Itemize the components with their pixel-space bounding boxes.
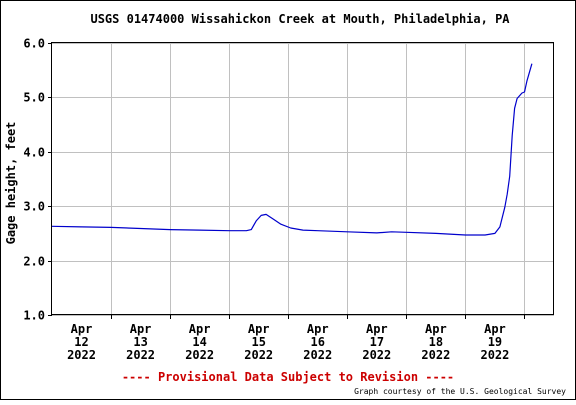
x-tick-label-line1: Apr [189, 322, 211, 336]
x-tick-label-line3: 2022 [185, 348, 214, 362]
chart-title: USGS 01474000 Wissahickon Creek at Mouth… [90, 12, 510, 26]
plot-area-border [51, 42, 554, 315]
y-tick-label: 1.0 [23, 309, 45, 323]
courtesy-credit: Graph courtesy of the U.S. Geological Su… [354, 387, 566, 396]
provisional-notice: ---- Provisional Data Subject to Revisio… [122, 370, 454, 384]
y-tick-label: 2.0 [23, 255, 45, 269]
x-tick-label-line2: 13 [133, 335, 147, 349]
x-tick-label-line2: 16 [311, 335, 325, 349]
y-tick-label: 3.0 [23, 200, 45, 214]
x-tick-label-line3: 2022 [126, 348, 155, 362]
x-tick-label-line3: 2022 [362, 348, 391, 362]
x-tick-label-line1: Apr [307, 322, 329, 336]
x-tick-label-line1: Apr [130, 322, 152, 336]
x-tick-label-line3: 2022 [421, 348, 450, 362]
x-tick-label-line2: 14 [192, 335, 206, 349]
x-tick-label-line1: Apr [248, 322, 270, 336]
x-tick-label-line2: 19 [488, 335, 502, 349]
series-line-0 [51, 63, 533, 236]
x-tick-label-line3: 2022 [244, 348, 273, 362]
y-tick-label: 6.0 [23, 37, 45, 51]
x-tick-label-line1: Apr [425, 322, 447, 336]
x-tick-label-line2: 12 [74, 335, 88, 349]
x-tick-label-line1: Apr [484, 322, 506, 336]
grid-layer [52, 43, 554, 316]
x-tick-label-line1: Apr [71, 322, 93, 336]
x-tick-label-line3: 2022 [67, 348, 96, 362]
x-tick-label-line3: 2022 [303, 348, 332, 362]
y-tick-labels: 1.0 2.0 3.0 4.0 5.0 6.0 [23, 37, 52, 323]
x-tick-label-line2: 18 [429, 335, 443, 349]
x-tick-label-line2: 15 [251, 335, 265, 349]
x-tick-label-line1: Apr [366, 322, 388, 336]
x-tick-label-line3: 2022 [480, 348, 509, 362]
y-axis-label: Gage height, feet [4, 122, 18, 245]
x-tick-label-line2: 17 [370, 335, 384, 349]
series-layer [51, 63, 533, 236]
x-tick-labels: Apr122022Apr132022Apr142022Apr152022Apr1… [67, 315, 525, 362]
y-tick-label: 5.0 [23, 91, 45, 105]
y-tick-label: 4.0 [23, 146, 45, 160]
